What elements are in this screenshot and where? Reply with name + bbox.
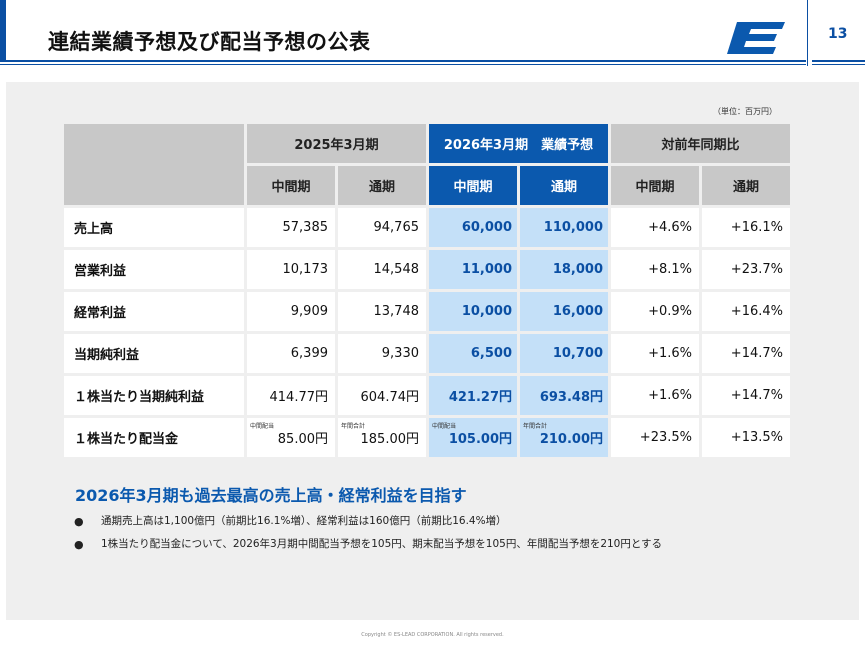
yoy-cell: +23.5% xyxy=(611,418,699,457)
table-row: 当期純利益 6,399 9,330 6,500 10,700 +1.6% +14… xyxy=(64,334,790,373)
cell-value-text: 210.00円 xyxy=(539,432,603,447)
header-fy2026-forecast: 2026年3月期 業績予想 xyxy=(429,124,608,163)
cell-value-text: 185.00円 xyxy=(360,432,420,447)
forecast-cell: 10,700 xyxy=(520,334,608,373)
cell-value-text: 85.00円 xyxy=(277,432,328,447)
cell-value: 10,173 xyxy=(247,250,335,289)
forecast-cell: 421.27円 xyxy=(429,376,517,415)
forecast-cell: 中間配当 105.00円 xyxy=(429,418,517,457)
table-subheader-row: 中間期 通期 中間期 通期 中間期 通期 xyxy=(64,166,790,205)
yoy-cell: +16.1% xyxy=(702,208,790,247)
cell-value: 604.74円 xyxy=(338,376,426,415)
row-label: 売上高 xyxy=(64,208,244,247)
header-rule-thin xyxy=(0,64,806,65)
table-row: １株当たり配当金 中間配当 85.00円 年間合計 185.00円 中間配当 1… xyxy=(64,418,790,457)
forecast-cell: 6,500 xyxy=(429,334,517,373)
yoy-cell: +16.4% xyxy=(702,292,790,331)
forecast-cell: 年間合計 210.00円 xyxy=(520,418,608,457)
summary-headline: 2026年3月期も過去最高の売上高・経常利益を目指す xyxy=(75,486,467,505)
cell-note: 中間配当 xyxy=(250,423,275,430)
subheader-yoy-full: 通期 xyxy=(702,166,790,205)
cell-value: 中間配当 85.00円 xyxy=(247,418,335,457)
row-label: 経常利益 xyxy=(64,292,244,331)
bullet-text: 1株当たり配当金について、2026年3月期中間配当予想を105円、期末配当予想を… xyxy=(101,538,663,550)
table-row: １株当たり当期純利益 414.77円 604.74円 421.27円 693.4… xyxy=(64,376,790,415)
cell-value: 6,399 xyxy=(247,334,335,373)
bullet-dot-icon: ● xyxy=(74,538,84,551)
forecast-cell: 10,000 xyxy=(429,292,517,331)
yoy-cell: +23.7% xyxy=(702,250,790,289)
forecast-cell: 11,000 xyxy=(429,250,517,289)
row-label: 当期純利益 xyxy=(64,334,244,373)
yoy-cell: +0.9% xyxy=(611,292,699,331)
table-row: 営業利益 10,173 14,548 11,000 18,000 +8.1% +… xyxy=(64,250,790,289)
subheader-fy2026-interim: 中間期 xyxy=(429,166,517,205)
header-yoy: 対前年同期比 xyxy=(611,124,790,163)
yoy-cell: +1.6% xyxy=(611,334,699,373)
subheader-fy2026-full: 通期 xyxy=(520,166,608,205)
row-label: １株当たり配当金 xyxy=(64,418,244,457)
forecast-cell: 16,000 xyxy=(520,292,608,331)
bullet-text: 通期売上高は1,100億円（前期比16.1%増）、経常利益は160億円（前期比1… xyxy=(101,515,507,527)
cell-value: 94,765 xyxy=(338,208,426,247)
page-title: 連結業績予想及び配当予想の公表 xyxy=(48,30,371,54)
row-label: １株当たり当期純利益 xyxy=(64,376,244,415)
page-number: 13 xyxy=(828,26,848,42)
forecast-cell: 60,000 xyxy=(429,208,517,247)
forecast-cell: 18,000 xyxy=(520,250,608,289)
subheader-yoy-interim: 中間期 xyxy=(611,166,699,205)
cell-value: 9,909 xyxy=(247,292,335,331)
yoy-cell: +14.7% xyxy=(702,376,790,415)
results-table: 2025年3月期 2026年3月期 業績予想 対前年同期比 中間期 通期 中間期… xyxy=(61,121,793,460)
cell-value: 57,385 xyxy=(247,208,335,247)
cell-value: 414.77円 xyxy=(247,376,335,415)
cell-value-text: 105.00円 xyxy=(448,432,512,447)
cell-note: 中間配当 xyxy=(432,423,457,430)
row-label: 営業利益 xyxy=(64,250,244,289)
table-corner xyxy=(64,124,244,205)
subheader-fy2025-full: 通期 xyxy=(338,166,426,205)
header-accent-bar xyxy=(0,0,6,60)
yoy-cell: +4.6% xyxy=(611,208,699,247)
header-rule xyxy=(0,60,806,62)
yoy-cell: +8.1% xyxy=(611,250,699,289)
header-rule-right xyxy=(812,60,865,62)
header-fy2025: 2025年3月期 xyxy=(247,124,426,163)
forecast-cell: 693.48円 xyxy=(520,376,608,415)
yoy-cell: +13.5% xyxy=(702,418,790,457)
copyright: Copyright © ES-LEAD CORPORATION. All rig… xyxy=(361,632,504,638)
cell-value: 年間合計 185.00円 xyxy=(338,418,426,457)
bullet-dot-icon: ● xyxy=(74,515,84,528)
cell-value: 9,330 xyxy=(338,334,426,373)
subheader-fy2025-interim: 中間期 xyxy=(247,166,335,205)
header-divider xyxy=(807,0,808,66)
forecast-cell: 110,000 xyxy=(520,208,608,247)
table-row: 経常利益 9,909 13,748 10,000 16,000 +0.9% +1… xyxy=(64,292,790,331)
unit-note: （単位：百万円） xyxy=(713,107,777,116)
cell-note: 年間合計 xyxy=(523,423,548,430)
cell-note: 年間合計 xyxy=(341,423,366,430)
cell-value: 13,748 xyxy=(338,292,426,331)
yoy-cell: +14.7% xyxy=(702,334,790,373)
cell-value: 14,548 xyxy=(338,250,426,289)
header-rule-right-thin xyxy=(812,64,865,65)
yoy-cell: +1.6% xyxy=(611,376,699,415)
table-row: 売上高 57,385 94,765 60,000 110,000 +4.6% +… xyxy=(64,208,790,247)
company-logo xyxy=(727,22,785,54)
table-header-group-row: 2025年3月期 2026年3月期 業績予想 対前年同期比 xyxy=(64,124,790,205)
